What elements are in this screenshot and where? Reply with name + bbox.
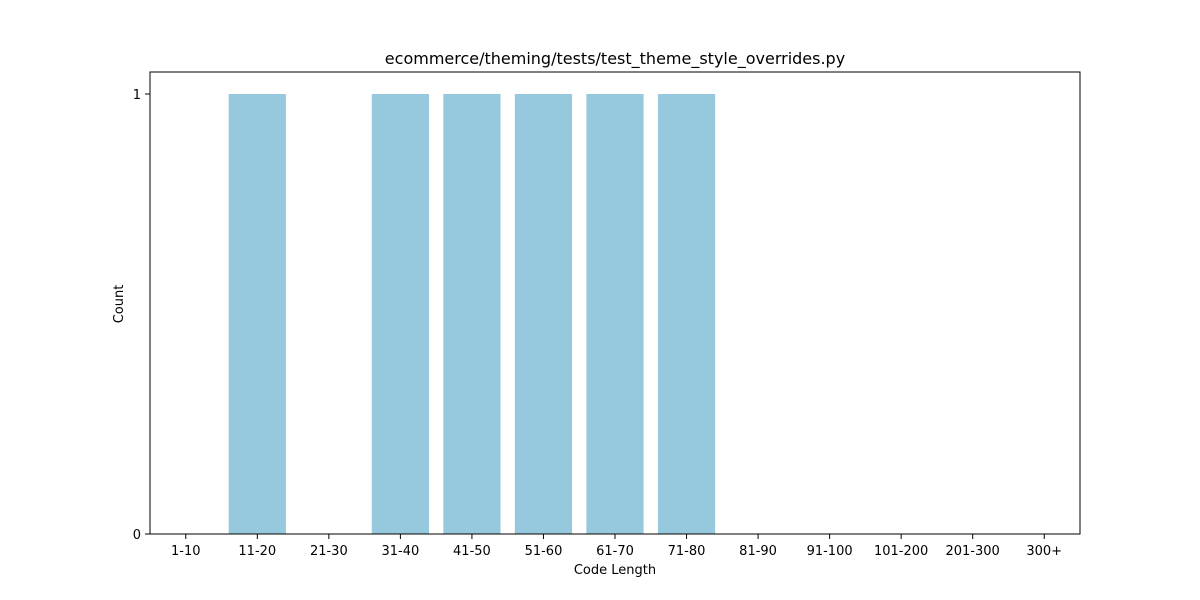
x-tick-label: 201-300 — [946, 544, 1000, 559]
bar-61-70 — [586, 94, 644, 534]
y-axis-ticks: 01 — [133, 88, 150, 543]
bars-group — [228, 94, 716, 534]
chart-title: ecommerce/theming/tests/test_theme_style… — [385, 49, 845, 69]
bar-31-40 — [371, 94, 429, 534]
x-axis-ticks: 1-10 11-20 21-30 31-40 41-50 51-60 61-70 71-80 8… — [171, 534, 1062, 559]
bar-11-20 — [228, 94, 286, 534]
x-tick-label: 91-100 — [807, 544, 853, 559]
x-tick-label: 21-30 — [310, 544, 348, 559]
y-axis-label: Count — [112, 285, 127, 324]
x-tick-label: 101-200 — [874, 544, 928, 559]
x-tick-label: 61-70 — [596, 544, 634, 559]
x-axis-label: Code Length — [574, 563, 656, 578]
x-tick-label: 1-10 — [171, 544, 201, 559]
x-tick-label: 31-40 — [381, 544, 419, 559]
x-tick-label: 81-90 — [739, 544, 777, 559]
bar-41-50 — [443, 94, 501, 534]
x-tick-label: 300+ — [1026, 544, 1062, 559]
y-tick-label: 0 — [133, 528, 141, 543]
bar-51-60 — [514, 94, 573, 534]
bar-71-80 — [657, 94, 716, 534]
x-tick-label: 41-50 — [453, 544, 491, 559]
x-tick-label: 71-80 — [668, 544, 706, 559]
y-tick-label: 1 — [133, 88, 141, 103]
x-tick-label: 51-60 — [525, 544, 563, 559]
x-tick-label: 11-20 — [238, 544, 276, 559]
